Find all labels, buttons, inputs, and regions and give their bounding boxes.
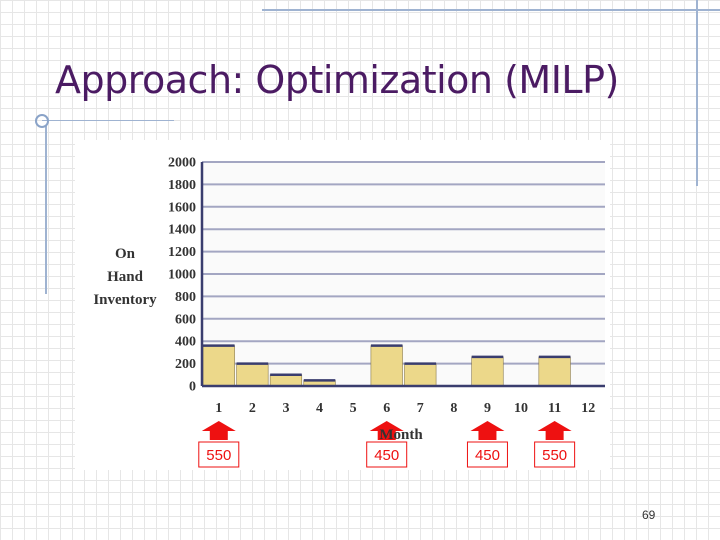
bar bbox=[236, 363, 269, 387]
y-tick-label: 200 bbox=[175, 357, 196, 372]
order-arrow-icon bbox=[201, 421, 236, 440]
order-quantity: 450 bbox=[475, 447, 500, 464]
y-tick-label: 800 bbox=[175, 290, 196, 305]
order-arrow-icon bbox=[470, 421, 505, 440]
x-tick-label: 2 bbox=[249, 401, 256, 416]
x-tick-label: 6 bbox=[383, 401, 390, 416]
top-accent-line bbox=[262, 9, 720, 11]
order-box bbox=[366, 441, 408, 468]
x-tick-label: 1 bbox=[215, 401, 222, 416]
bullet-ring-icon bbox=[35, 114, 49, 128]
bar bbox=[269, 374, 303, 387]
order-box bbox=[466, 441, 508, 468]
page-number: 69 bbox=[642, 508, 656, 522]
order-box bbox=[198, 441, 240, 468]
order-box bbox=[534, 441, 576, 468]
bar bbox=[370, 345, 403, 387]
x-tick-label: 12 bbox=[581, 401, 595, 416]
bar bbox=[404, 363, 437, 387]
bar bbox=[471, 356, 504, 387]
y-tick-label: 1600 bbox=[168, 200, 196, 215]
y-tick-label: 2000 bbox=[168, 156, 196, 171]
x-axis-label: Month bbox=[379, 427, 423, 443]
y-tick-label: 600 bbox=[175, 312, 196, 327]
y-tick-label: 400 bbox=[175, 335, 196, 350]
x-tick-label: 9 bbox=[484, 401, 491, 416]
order-quantity: 550 bbox=[206, 447, 231, 464]
x-tick-label: 11 bbox=[548, 401, 561, 416]
y-tick-label: 1800 bbox=[168, 178, 196, 193]
right-accent-line bbox=[696, 0, 698, 186]
x-tick-label: 3 bbox=[282, 401, 289, 416]
x-tick-label: 10 bbox=[514, 401, 528, 416]
bar bbox=[202, 345, 235, 387]
bar bbox=[538, 356, 571, 387]
order-arrow-icon bbox=[369, 421, 404, 440]
y-tick-label: 1200 bbox=[168, 245, 196, 260]
title-underline bbox=[42, 120, 174, 121]
order-quantity: 450 bbox=[374, 447, 399, 464]
y-axis-label: Hand bbox=[107, 269, 144, 285]
y-axis-label: On bbox=[115, 246, 136, 262]
x-tick-label: 7 bbox=[417, 401, 424, 416]
x-tick-label: 5 bbox=[350, 401, 357, 416]
y-axis-label: Inventory bbox=[93, 292, 157, 308]
x-tick-label: 4 bbox=[316, 401, 323, 416]
left-accent-line bbox=[45, 126, 47, 294]
y-tick-label: 1000 bbox=[168, 268, 196, 283]
chart-panel: 0 200 400 600 800 1000 1200 1400 1600 1800 2000 1 2 3… bbox=[75, 140, 610, 470]
order-quantity: 550 bbox=[542, 447, 567, 464]
y-tick-label: 1400 bbox=[168, 223, 196, 238]
y-tick-label: 0 bbox=[189, 380, 196, 395]
x-tick-label: 8 bbox=[450, 401, 457, 416]
slide-title: Approach: Optimization (MILP) bbox=[55, 58, 619, 102]
order-arrow-icon bbox=[537, 421, 572, 440]
